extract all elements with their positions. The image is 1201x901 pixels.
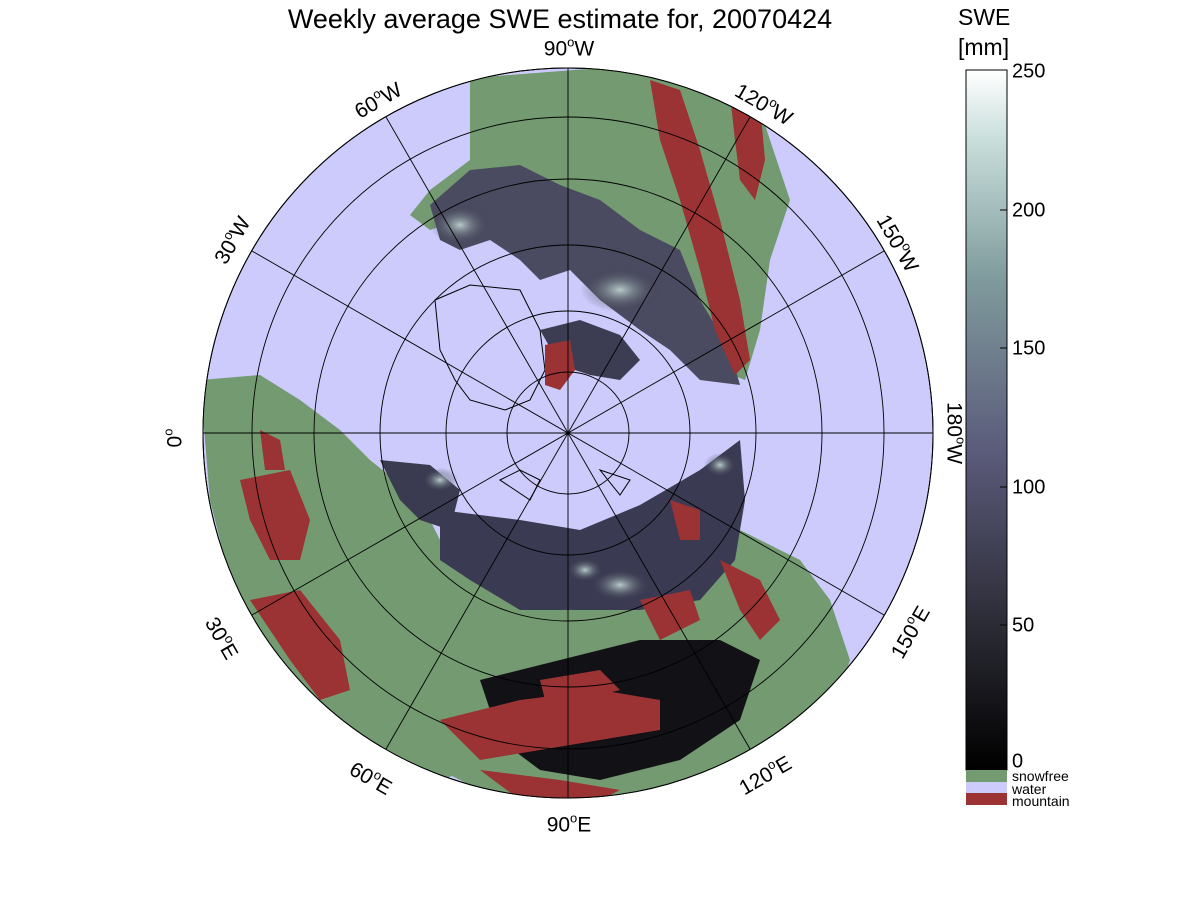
colorbar-tick-150: 150	[1012, 337, 1046, 360]
lon-label-180w: 180oW	[942, 401, 969, 465]
legend-swatch-water	[966, 782, 1007, 793]
colorbar-title: SWE [mm]	[958, 2, 1010, 62]
colorbar-tick-0: 0	[1012, 750, 1024, 773]
rocky-mountains	[650, 80, 750, 375]
lon-label-0: 0o	[160, 428, 187, 448]
legend-label-snowfree: snowfree	[1012, 768, 1069, 784]
legend-swatch-mountain	[966, 793, 1007, 805]
legend-swatch-snowfree	[966, 770, 1007, 782]
colorbar-tick-200: 200	[1012, 199, 1046, 222]
colorbar-tick-100: 100	[1012, 476, 1046, 499]
graticule	[203, 68, 933, 798]
colorbar-gradient	[965, 69, 1008, 771]
himalaya-mountains	[440, 690, 660, 760]
colorbar-tick-250: 250	[1012, 60, 1046, 83]
map-title: Weekly average SWE estimate for, 2007042…	[287, 4, 833, 34]
siberia-snow	[440, 440, 745, 610]
legend-label-mountain: mountain	[1012, 793, 1070, 809]
legend-label-water: water	[1012, 781, 1047, 797]
colorbar-title-line1: SWE	[958, 4, 1011, 30]
colorbar	[965, 69, 1008, 805]
land-layer	[203, 68, 850, 798]
colorbar-tick-50: 50	[1012, 614, 1035, 637]
lon-label-90e: 90oE	[546, 810, 592, 837]
lon-label-90w: 90oW	[543, 34, 595, 61]
colorbar-title-line2: [mm]	[958, 34, 1010, 60]
greenland	[434, 284, 546, 411]
north-america-snow	[430, 165, 740, 385]
